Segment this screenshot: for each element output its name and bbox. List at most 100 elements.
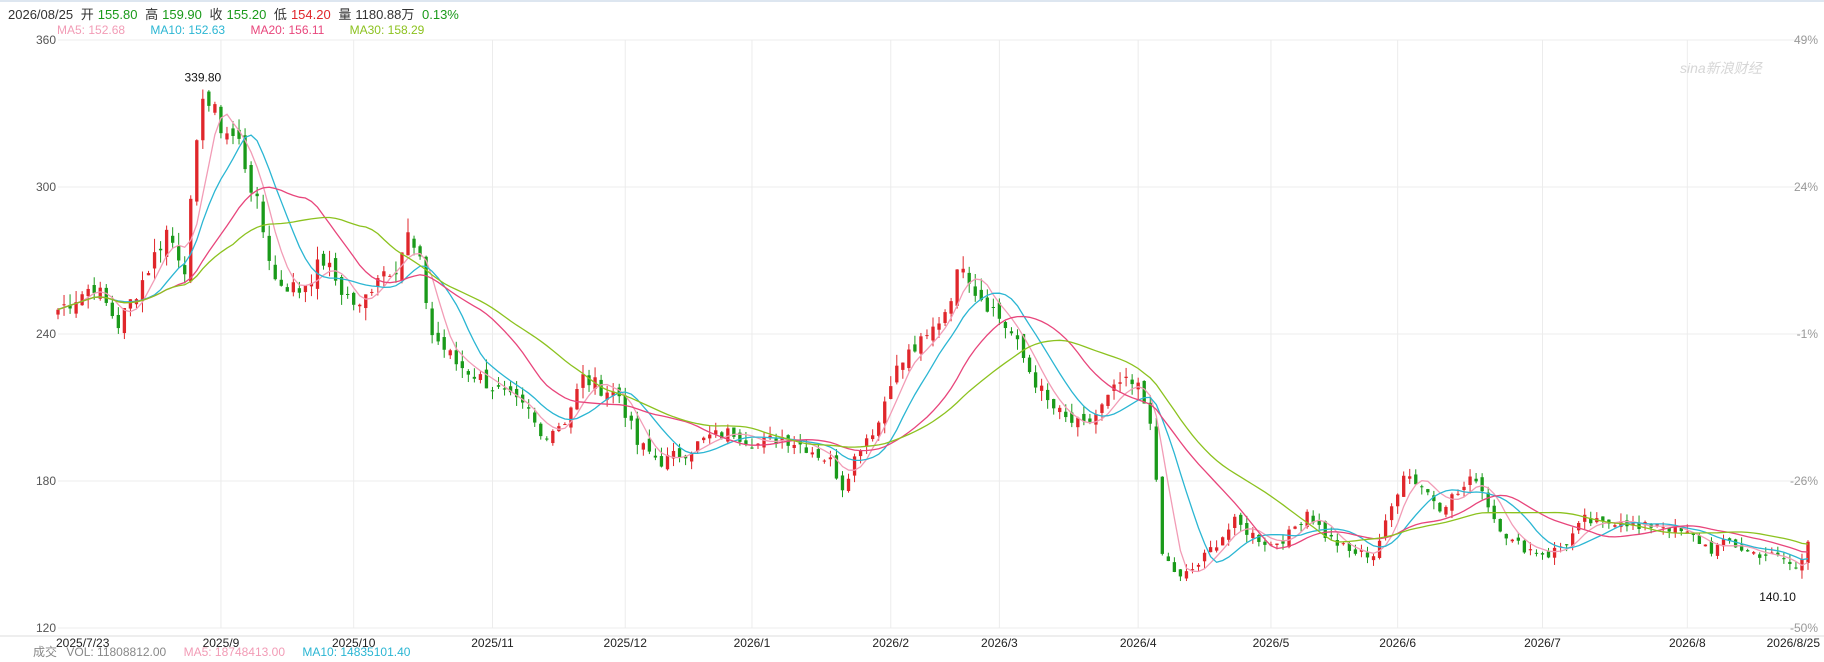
candle — [629, 411, 633, 430]
candle — [1202, 549, 1207, 569]
candle-body — [213, 104, 217, 113]
candle — [973, 274, 977, 302]
candle-body — [1033, 372, 1038, 388]
candle-body — [1251, 532, 1255, 539]
candle — [1383, 514, 1388, 541]
candle-body — [1794, 567, 1798, 569]
x-tick-label: 2026/8/25 — [1767, 636, 1821, 650]
candle-body — [418, 246, 422, 257]
y-tick-label: 240 — [36, 327, 56, 341]
candle — [1293, 525, 1297, 530]
candle-body — [641, 443, 646, 450]
candle — [1287, 525, 1291, 549]
candle-body — [708, 434, 712, 439]
candle-body — [98, 287, 102, 299]
candle — [575, 383, 579, 411]
candle-body — [339, 277, 344, 295]
candle — [1233, 513, 1237, 536]
candle-body — [726, 428, 730, 442]
grid-lines — [0, 0, 1824, 637]
x-tick-label: 2025/11 — [471, 636, 514, 650]
candle — [1510, 538, 1514, 543]
candle-body — [345, 293, 350, 295]
candle-body — [394, 272, 398, 275]
candle-body — [424, 256, 428, 303]
candle-body — [1275, 543, 1279, 546]
candle — [352, 291, 356, 311]
candle — [1450, 492, 1454, 519]
candle-body — [1758, 554, 1762, 558]
candle — [1130, 374, 1134, 395]
candle-body — [231, 128, 235, 136]
candle — [442, 329, 446, 358]
candle — [1317, 513, 1321, 530]
candle-body — [732, 427, 736, 437]
candle-body — [1233, 516, 1237, 528]
candle — [1142, 380, 1146, 404]
candle-body — [1130, 379, 1134, 385]
candle — [671, 443, 676, 467]
candle-body — [1739, 544, 1744, 551]
candle — [762, 432, 766, 454]
right-tick-label: 49% — [1794, 33, 1818, 47]
candle-body — [496, 385, 501, 387]
candle-body — [1389, 506, 1394, 521]
candle-body — [1745, 550, 1750, 552]
candle-body — [1703, 544, 1708, 547]
candle-body — [1166, 556, 1171, 562]
candle-body — [1462, 486, 1466, 491]
candle — [1124, 367, 1128, 387]
candle-body — [846, 478, 851, 492]
candle-body — [1015, 335, 1020, 340]
candle — [1794, 561, 1798, 570]
candle-body — [454, 350, 458, 365]
candle-body — [297, 288, 302, 293]
candle-body — [810, 452, 814, 455]
volume-value-text: VOL: 11808812.00 — [66, 645, 167, 659]
candle-body — [1353, 549, 1358, 554]
candle — [756, 443, 760, 449]
candle-body — [901, 362, 905, 370]
candle-body — [973, 286, 977, 296]
candle-body — [1160, 476, 1164, 554]
candle — [1323, 520, 1327, 542]
candle — [1752, 551, 1756, 555]
candle — [454, 341, 458, 371]
candle-body — [122, 308, 127, 334]
candle-body — [74, 302, 78, 314]
candle — [913, 335, 917, 353]
ma30-legend: MA30: 158.29 — [349, 23, 425, 37]
candle — [1402, 471, 1406, 497]
candle-body — [738, 432, 742, 442]
candle — [641, 442, 646, 456]
candle — [219, 105, 223, 139]
candle — [1709, 537, 1714, 557]
candle-body — [514, 388, 519, 398]
candle-body — [750, 447, 754, 449]
candle-body — [1697, 535, 1702, 544]
candle — [1100, 402, 1104, 421]
candle — [822, 459, 827, 464]
candle — [907, 344, 911, 372]
candle — [406, 218, 410, 256]
candle — [1637, 515, 1641, 535]
candle — [285, 283, 289, 292]
candle-body — [840, 475, 845, 491]
candle-body — [1607, 519, 1611, 524]
x-tick-label: 2026/5 — [1253, 636, 1290, 650]
candle-body — [1456, 493, 1460, 495]
candle-body — [412, 238, 416, 248]
candle — [1462, 481, 1466, 497]
candle — [1027, 354, 1032, 374]
candle-body — [533, 412, 537, 423]
candle — [520, 387, 525, 409]
candle — [225, 126, 229, 145]
candle — [816, 443, 821, 461]
candle-body — [913, 344, 917, 352]
candle — [840, 471, 845, 498]
ma5-legend: MA5: 152.68 — [57, 23, 126, 37]
candle-body — [762, 437, 766, 448]
candle — [1021, 333, 1026, 363]
candle-body — [388, 275, 392, 277]
